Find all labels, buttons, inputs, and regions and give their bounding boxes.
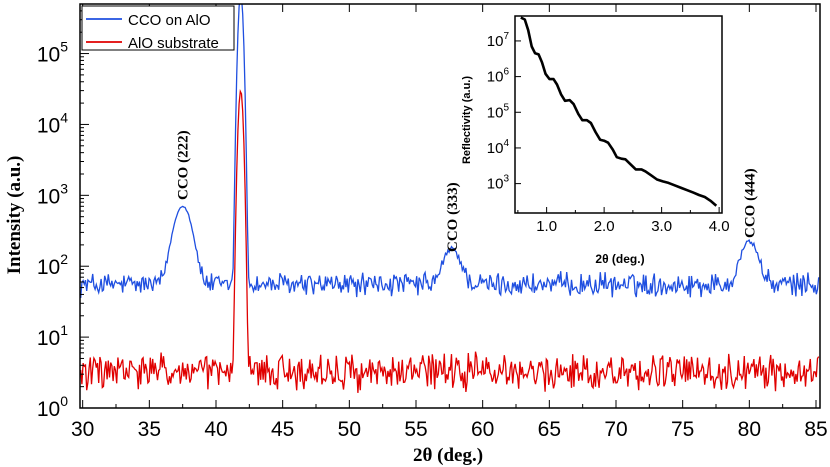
series-line-alo-substrate <box>80 89 820 393</box>
inset-background <box>515 16 722 213</box>
x-axis-title: 2θ (deg.) <box>413 445 483 466</box>
x-tick-label: 55 <box>404 418 427 441</box>
y-tick-label: 101 <box>37 322 68 350</box>
reflectivity-inset: 1.0 2.0 3.0 4.0 103 104 105 106 107 <box>487 15 730 235</box>
x-tick-label: 60 <box>471 418 494 441</box>
inset-y-axis-title: Reflectivity (a.u.) <box>461 76 473 164</box>
main-axes: 30 35 40 45 50 55 60 65 70 75 80 851001011021031041… <box>37 3 828 441</box>
x-tick-label: 50 <box>338 418 361 441</box>
y-tick-label: 103 <box>37 180 68 208</box>
y-tick-label: 105 <box>37 39 68 67</box>
x-tick-label: 70 <box>604 418 627 441</box>
peak-annotations: CCO (222) CCO (333) CCO (444) <box>176 130 759 252</box>
legend-box <box>81 5 235 51</box>
inset-x-tick-label: 3.0 <box>651 218 672 235</box>
x-tick-label: 75 <box>671 418 694 441</box>
inset-y-tick-label: 107 <box>487 31 510 50</box>
main-series-group <box>80 4 820 393</box>
x-tick-label: 85 <box>804 418 827 441</box>
inset-x-tick-label: 4.0 <box>709 218 730 235</box>
peak-label: CCO (222) <box>176 130 192 200</box>
inset-x-tick-label: 1.0 <box>536 218 557 235</box>
legend: CCO on AlO AlO substrate <box>81 5 235 52</box>
inset-x-tick-label: 2.0 <box>594 218 615 235</box>
inset-frame <box>514 15 723 214</box>
x-tick-label: 30 <box>71 418 94 441</box>
inset-y-tick-label: 106 <box>487 67 510 86</box>
series-line-cco-on-alo <box>80 4 820 298</box>
inset-y-tick-label: 104 <box>487 138 510 157</box>
x-tick-label: 65 <box>538 418 561 441</box>
inset-axes: 1.0 2.0 3.0 4.0 103 104 105 106 107 <box>487 31 730 235</box>
y-axis-title: Intensity (a.u.) <box>4 156 25 275</box>
x-tick-label: 80 <box>738 418 761 441</box>
legend-label-alo: AlO substrate <box>128 35 219 52</box>
y-tick-label: 102 <box>37 251 68 279</box>
y-tick-label: 100 <box>37 393 68 421</box>
inset-x-axis-title: 2θ (deg.) <box>595 252 644 266</box>
x-tick-label: 45 <box>271 418 294 441</box>
peak-label: CCO (444) <box>742 168 758 238</box>
inset-series-group <box>520 16 718 207</box>
inset-reflectivity-line <box>520 16 718 207</box>
x-tick-label: 40 <box>204 418 227 441</box>
y-tick-label: 104 <box>37 109 68 137</box>
peak-label: CCO (333) <box>445 182 461 252</box>
inset-y-tick-label: 103 <box>487 174 510 193</box>
inset-y-tick-label: 105 <box>487 102 510 121</box>
legend-label-cco: CCO on AlO <box>128 12 211 29</box>
x-tick-label: 35 <box>138 418 161 441</box>
